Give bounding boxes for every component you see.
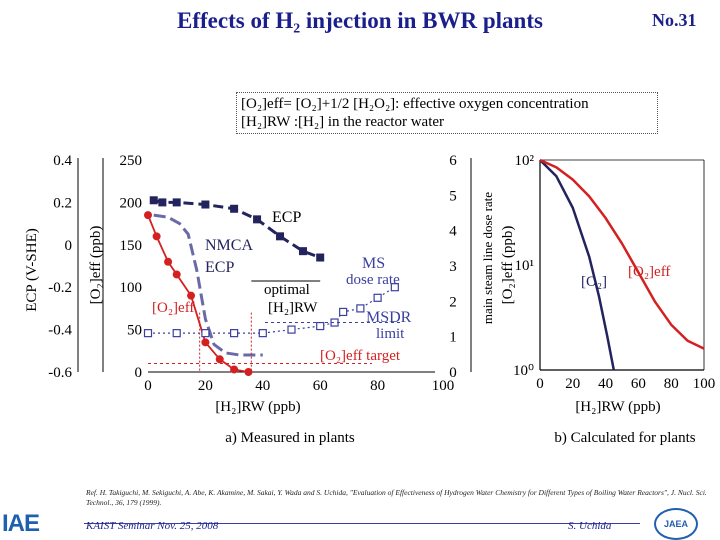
chart-a-point xyxy=(201,338,210,347)
chart-a-ecp-tick: -0.2 xyxy=(48,280,72,296)
chart-a-dose-tick: 2 xyxy=(449,294,457,310)
chart-b-x-tick: 20 xyxy=(565,376,580,392)
chart-a-point xyxy=(287,325,296,334)
chart-a-annotation-optimal_2: [H₂]RW xyxy=(268,300,318,316)
chart-a-o2-tick: 150 xyxy=(120,238,143,254)
chart-a-point xyxy=(158,198,167,207)
chart-a-point xyxy=(230,204,239,213)
chart-a-annotation-ecp: ECP xyxy=(272,209,301,226)
chart-a-x-axis-label: [H₂]RW (ppb) xyxy=(215,399,300,415)
definition-box: [O₂]eff= [O₂]+1/2 [H₂O₂]: effective oxyg… xyxy=(236,92,658,134)
chart-a-dose-axis-label: main steam line dose rate xyxy=(480,192,495,324)
chart-b-x-tick: 40 xyxy=(598,376,613,392)
chart-a-x-tick: 100 xyxy=(432,378,455,394)
chart-a-point xyxy=(230,365,239,374)
chart-a-point xyxy=(201,329,210,338)
chart-a-x-tick: 60 xyxy=(313,378,328,394)
chart-b-legend-o2eff: [O₂]eff xyxy=(628,264,670,280)
chart-a-ecp-tick: 0 xyxy=(65,238,73,254)
chart-a-dose-tick: 3 xyxy=(449,259,457,275)
chart-b-y-tick: 10¹ xyxy=(515,258,535,274)
slide-number: No.31 xyxy=(652,10,697,30)
chart-a-annotation-ms_2: dose rate xyxy=(346,272,400,288)
chart-a-ecp-tick: 0.2 xyxy=(53,195,72,211)
chart-a-ecp-axis-label: ECP (V-SHE) xyxy=(24,228,40,311)
chart-a-point xyxy=(339,307,348,317)
chart-a-point xyxy=(172,270,181,279)
chart-a-point xyxy=(172,329,181,338)
definition-line-2: [H₂]RW :[H₂] in the reactor water xyxy=(241,114,445,130)
chart-a-point xyxy=(390,283,399,292)
chart-a-annotation-msdr_2: limit xyxy=(376,326,405,342)
chart-b-legend-o2: [O₂] xyxy=(581,274,607,290)
chart-a-point xyxy=(356,304,365,313)
chart-a-point xyxy=(172,198,181,207)
chart-a-o2-tick: 250 xyxy=(120,153,143,169)
chart-a-annotation-target: [O₂]eff target xyxy=(320,348,401,364)
slide-title: Effects of H₂ injection in BWR plants xyxy=(177,8,543,33)
chart-a-annotation-o2eff: [O₂]eff xyxy=(152,300,194,316)
chart-a-dose-tick: 5 xyxy=(449,188,457,204)
chart-a-point xyxy=(258,329,267,338)
chart-b-x-axis-label: [H₂]RW (ppb) xyxy=(575,399,660,415)
institute-logo: IAE xyxy=(2,510,40,537)
chart-a-point xyxy=(244,368,253,376)
chart-a-ecp-tick: -0.6 xyxy=(48,365,72,381)
chart-a-annotation-optimal_1: optimal xyxy=(264,282,310,298)
chart-a-dose-tick: 0 xyxy=(449,365,457,381)
chart-b-x-tick: 80 xyxy=(664,376,679,392)
chart-b-y-axis-label: [O₂]eff (ppb) xyxy=(500,226,516,305)
chart-a-x-tick: 80 xyxy=(370,378,385,394)
chart-a-point xyxy=(276,232,285,241)
chart-a-ecp-tick: -0.4 xyxy=(48,323,72,339)
chart-a-point xyxy=(316,253,325,262)
footer-author: S. Uchida xyxy=(568,520,612,532)
footer-divider xyxy=(84,523,640,524)
chart-a-dose-tick: 6 xyxy=(449,153,457,169)
chart-a-point xyxy=(298,247,307,256)
chart-a-caption: a) Measured in plants xyxy=(225,430,355,446)
chart-a-annotation-nmca_2: ECP xyxy=(205,259,234,276)
chart-b-y-tick: 10⁰ xyxy=(513,363,534,379)
chart-a-x-tick: 20 xyxy=(198,378,213,394)
chart-a-point xyxy=(253,215,262,224)
chart-a-series-line-1 xyxy=(153,213,263,357)
footer-seminar: KAIST Seminar Nov. 25, 2008 xyxy=(86,520,219,532)
reference-text: Ref. H. Takiguchi, M. Sekiguchi, A. Abe,… xyxy=(86,488,707,507)
chart-a-annotation-nmca_1: NMCA xyxy=(205,237,253,254)
chart-a-annotation-ms_1: MS xyxy=(362,255,385,272)
definition-line-1: [O₂]eff= [O₂]+1/2 [H₂O₂]: effective oxyg… xyxy=(241,96,589,112)
chart-b-series-line-1 xyxy=(539,158,705,350)
chart-a-point xyxy=(152,232,161,241)
chart-a-point xyxy=(201,200,210,209)
chart-a-o2-tick: 200 xyxy=(120,195,143,211)
chart-a-point xyxy=(149,196,158,205)
chart-a-dose-tick: 4 xyxy=(449,224,457,240)
chart-b-y-tick: 10² xyxy=(515,153,535,169)
chart-b-x-tick: 0 xyxy=(536,376,544,392)
chart-a-point xyxy=(215,355,224,364)
chart-a-ecp-tick: 0.4 xyxy=(53,153,72,169)
chart-a-o2-tick: 0 xyxy=(135,365,143,381)
jaea-logo: JAEA xyxy=(654,508,698,540)
chart-a-point xyxy=(164,257,173,266)
chart-a-annotation-msdr_1: MSDR xyxy=(366,309,412,326)
chart-b-caption: b) Calculated for plants xyxy=(554,430,695,446)
chart-a-point xyxy=(187,291,196,300)
chart-b-x-tick: 60 xyxy=(631,376,646,392)
chart-a-o2-tick: 100 xyxy=(120,280,143,296)
chart-a-point xyxy=(143,329,153,338)
chart-a-point xyxy=(230,329,239,338)
chart-a-o2-axis-label: [O₂]eff (ppb) xyxy=(88,226,104,305)
chart-a-o2-tick: 50 xyxy=(127,323,142,339)
chart-a-point xyxy=(144,211,152,220)
chart-a-point xyxy=(373,293,382,302)
chart-a-x-tick: 0 xyxy=(144,378,152,394)
chart-b-series-line-0 xyxy=(539,159,616,371)
chart-b-x-tick: 100 xyxy=(693,376,716,392)
chart-a-dose-tick: 1 xyxy=(449,330,457,346)
chart-a-x-tick: 40 xyxy=(255,378,270,394)
